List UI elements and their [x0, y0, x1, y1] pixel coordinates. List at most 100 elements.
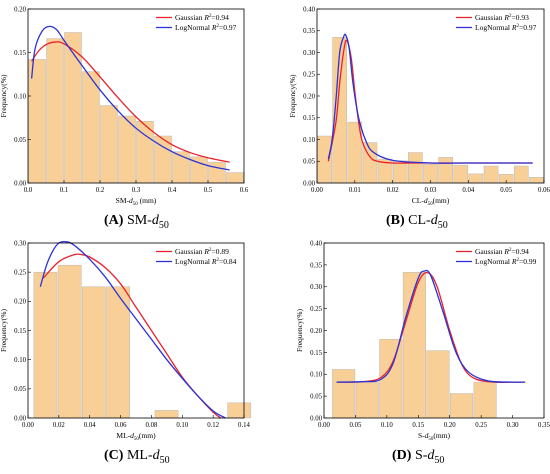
legend-label-lognormal: LogNormal R2=0.99 [475, 257, 537, 266]
caption-text: CL- [408, 213, 431, 228]
y-tick-label: 0.10 [310, 372, 322, 379]
y-tick-label: 0.00 [310, 415, 322, 422]
caption-d: (D) S-d50 [392, 448, 444, 466]
caption-a: (A) SM-d50 [104, 213, 169, 231]
legend-r2-exponent: 2 [509, 14, 512, 19]
x-tick-label: 0.15 [412, 422, 424, 429]
histogram-bar [332, 369, 356, 419]
fit-curve-lognormal [39, 240, 226, 419]
histogram-bar [438, 157, 453, 184]
y-tick-label: 0.15 [303, 115, 315, 122]
histogram-bar [82, 71, 100, 184]
legend-r2-symbol: R [503, 247, 509, 256]
x-tick-label: 0.00 [22, 422, 34, 429]
y-tick-label: 0.00 [303, 180, 315, 187]
legend-r2-symbol: R [203, 13, 209, 22]
caption-letter: (B) [386, 213, 405, 228]
caption-c: (C) ML-d50 [104, 448, 170, 466]
caption-sub: 50 [437, 219, 448, 231]
x-axis-label-var: d [130, 431, 134, 440]
histogram-bar [57, 264, 82, 419]
x-tick-label: 0.4 [168, 187, 177, 194]
histogram-bar [450, 393, 474, 419]
x-axis-label-sub: 50 [134, 437, 140, 442]
legend-r2-exponent: 2 [216, 24, 219, 29]
legend-r2-value: =0.97 [519, 23, 537, 32]
histogram-bar [33, 271, 58, 419]
y-axis-label: Frequency(%) [0, 309, 8, 352]
x-tick-label: 0.00 [311, 187, 323, 194]
y-tick-label: 0.00 [14, 415, 26, 422]
x-tick-label: 0.06 [538, 187, 550, 194]
x-axis-label-prefix: SM- [116, 196, 130, 205]
y-tick-label: 0.05 [310, 394, 322, 401]
x-tick-label: 0.5 [204, 187, 213, 194]
x-tick-label: 0.0 [24, 187, 33, 194]
caption-var: d [152, 448, 160, 463]
x-tick-label: 0.10 [381, 422, 393, 429]
histogram-bar [82, 286, 106, 419]
x-axis-label-unit: (mm) [433, 431, 450, 440]
legend-r2-value: =0.99 [519, 257, 537, 266]
legend-r2-exponent: 2 [516, 24, 519, 29]
histogram-bar [392, 160, 408, 184]
caption-letter: (C) [104, 448, 124, 463]
histogram-bar [46, 38, 64, 184]
histogram-bar [227, 402, 252, 419]
caption-sub: 50 [434, 454, 445, 466]
legend-series-name: LogNormal [175, 257, 212, 266]
histogram-bar [408, 152, 423, 184]
legend-label-gaussian: Gaussian R2=0.93 [475, 13, 529, 22]
x-tick-label: 0.00 [318, 422, 330, 429]
caption-b: (B) CL-d50 [386, 213, 448, 231]
y-tick-label: 0.05 [303, 159, 315, 166]
legend-series-name: LogNormal [175, 23, 212, 32]
histogram-bar [483, 165, 499, 184]
legend-series-name: Gaussian [475, 247, 504, 256]
x-tick-label: 0.3 [132, 187, 141, 194]
legend-r2-exponent: 2 [516, 258, 519, 263]
x-tick-label: 0.1 [60, 187, 69, 194]
panel-d: 0.00 0.05 0.10 0.15 0.20 0.25 0.30 0.35 0.40 0.00… [295, 240, 550, 442]
x-tick-label: 0.02 [387, 187, 399, 194]
caption-sub: 50 [159, 454, 170, 466]
y-tick-label: 0.15 [310, 350, 322, 357]
y-tick-label: 0.25 [14, 270, 26, 277]
legend-r2-value: =0.97 [219, 23, 237, 32]
y-tick-label: 0.20 [303, 93, 315, 100]
legend-r2-value: =0.93 [511, 13, 529, 22]
y-tick-label: 0.35 [310, 262, 322, 269]
y-tick-label: 0.15 [14, 328, 26, 335]
x-tick-label: 0.03 [425, 187, 437, 194]
x-tick-label: 0.6 [240, 187, 249, 194]
caption-var: d [430, 213, 438, 228]
y-tick-label: 0.35 [303, 28, 315, 35]
histogram-bar [513, 165, 529, 184]
x-axis-label-var: d [129, 196, 133, 205]
y-tick-label: 0.20 [310, 328, 322, 335]
x-tick-label: 0.05 [349, 422, 361, 429]
y-tick-label: 0.20 [14, 299, 26, 306]
caption-text: SM- [126, 213, 152, 228]
x-tick-label: 0.06 [115, 422, 127, 429]
legend-r2-symbol: R [211, 257, 217, 266]
x-axis-label-sub: 50 [133, 202, 139, 207]
y-tick-label: 0.00 [14, 180, 26, 187]
legend-series-name: Gaussian [475, 13, 504, 22]
y-tick-label: 0.25 [310, 306, 322, 313]
y-tick-label: 0.20 [14, 6, 26, 13]
legend-r2-symbol: R [503, 13, 509, 22]
x-axis-label-unit: (mm) [138, 196, 157, 205]
legend-r2-value: =0.94 [211, 13, 229, 22]
histogram-bar [473, 381, 497, 419]
fit-curve-lognormal [327, 33, 533, 164]
panel-b: 0.00 0.05 0.10 0.15 0.20 0.25 0.30 0.35 0.40 0.00… [288, 6, 550, 207]
y-tick-label: 0.25 [303, 72, 315, 79]
histogram-bar [355, 381, 379, 419]
fit-curve-lognormal [30, 25, 230, 171]
y-axis-label: Frequency(%) [288, 74, 297, 117]
histogram-bar [317, 135, 332, 184]
legend-r2-exponent: 2 [209, 248, 212, 253]
